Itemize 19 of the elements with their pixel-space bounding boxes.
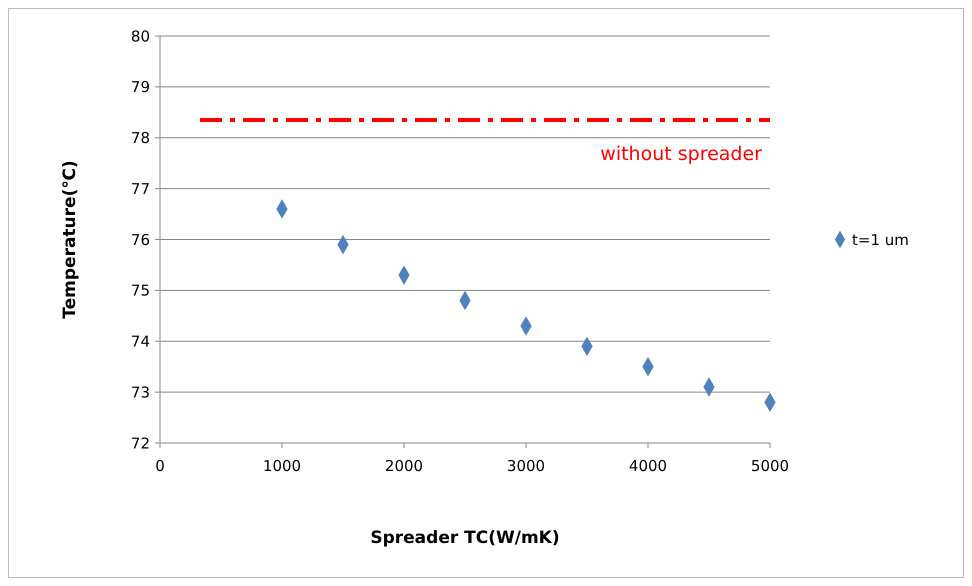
x-tick-label: 1000 xyxy=(262,457,302,475)
y-tick-label: 77 xyxy=(130,180,150,198)
y-tick-label: 78 xyxy=(130,129,150,147)
x-tick-label: 5000 xyxy=(750,457,790,475)
y-tick-label: 73 xyxy=(130,383,150,402)
y-tick-label: 80 xyxy=(130,27,150,46)
x-axis-title: Spreader TC(W/mK) xyxy=(370,528,560,548)
x-tick-label: 0 xyxy=(155,457,165,475)
ref-line-label: without spreader xyxy=(600,142,762,165)
x-tick-label: 3000 xyxy=(506,457,546,475)
x-tick-label: 4000 xyxy=(628,457,668,475)
y-tick-label: 79 xyxy=(130,78,150,96)
y-tick-label: 75 xyxy=(130,282,150,300)
y-tick-label: 76 xyxy=(130,230,150,249)
y-tick-label: 74 xyxy=(130,332,150,350)
x-tick-label: 2000 xyxy=(384,457,424,475)
y-axis-title: Temperature(℃) xyxy=(60,160,80,319)
legend-label: t=1 um xyxy=(852,230,909,249)
y-tick-label: 72 xyxy=(130,434,150,452)
